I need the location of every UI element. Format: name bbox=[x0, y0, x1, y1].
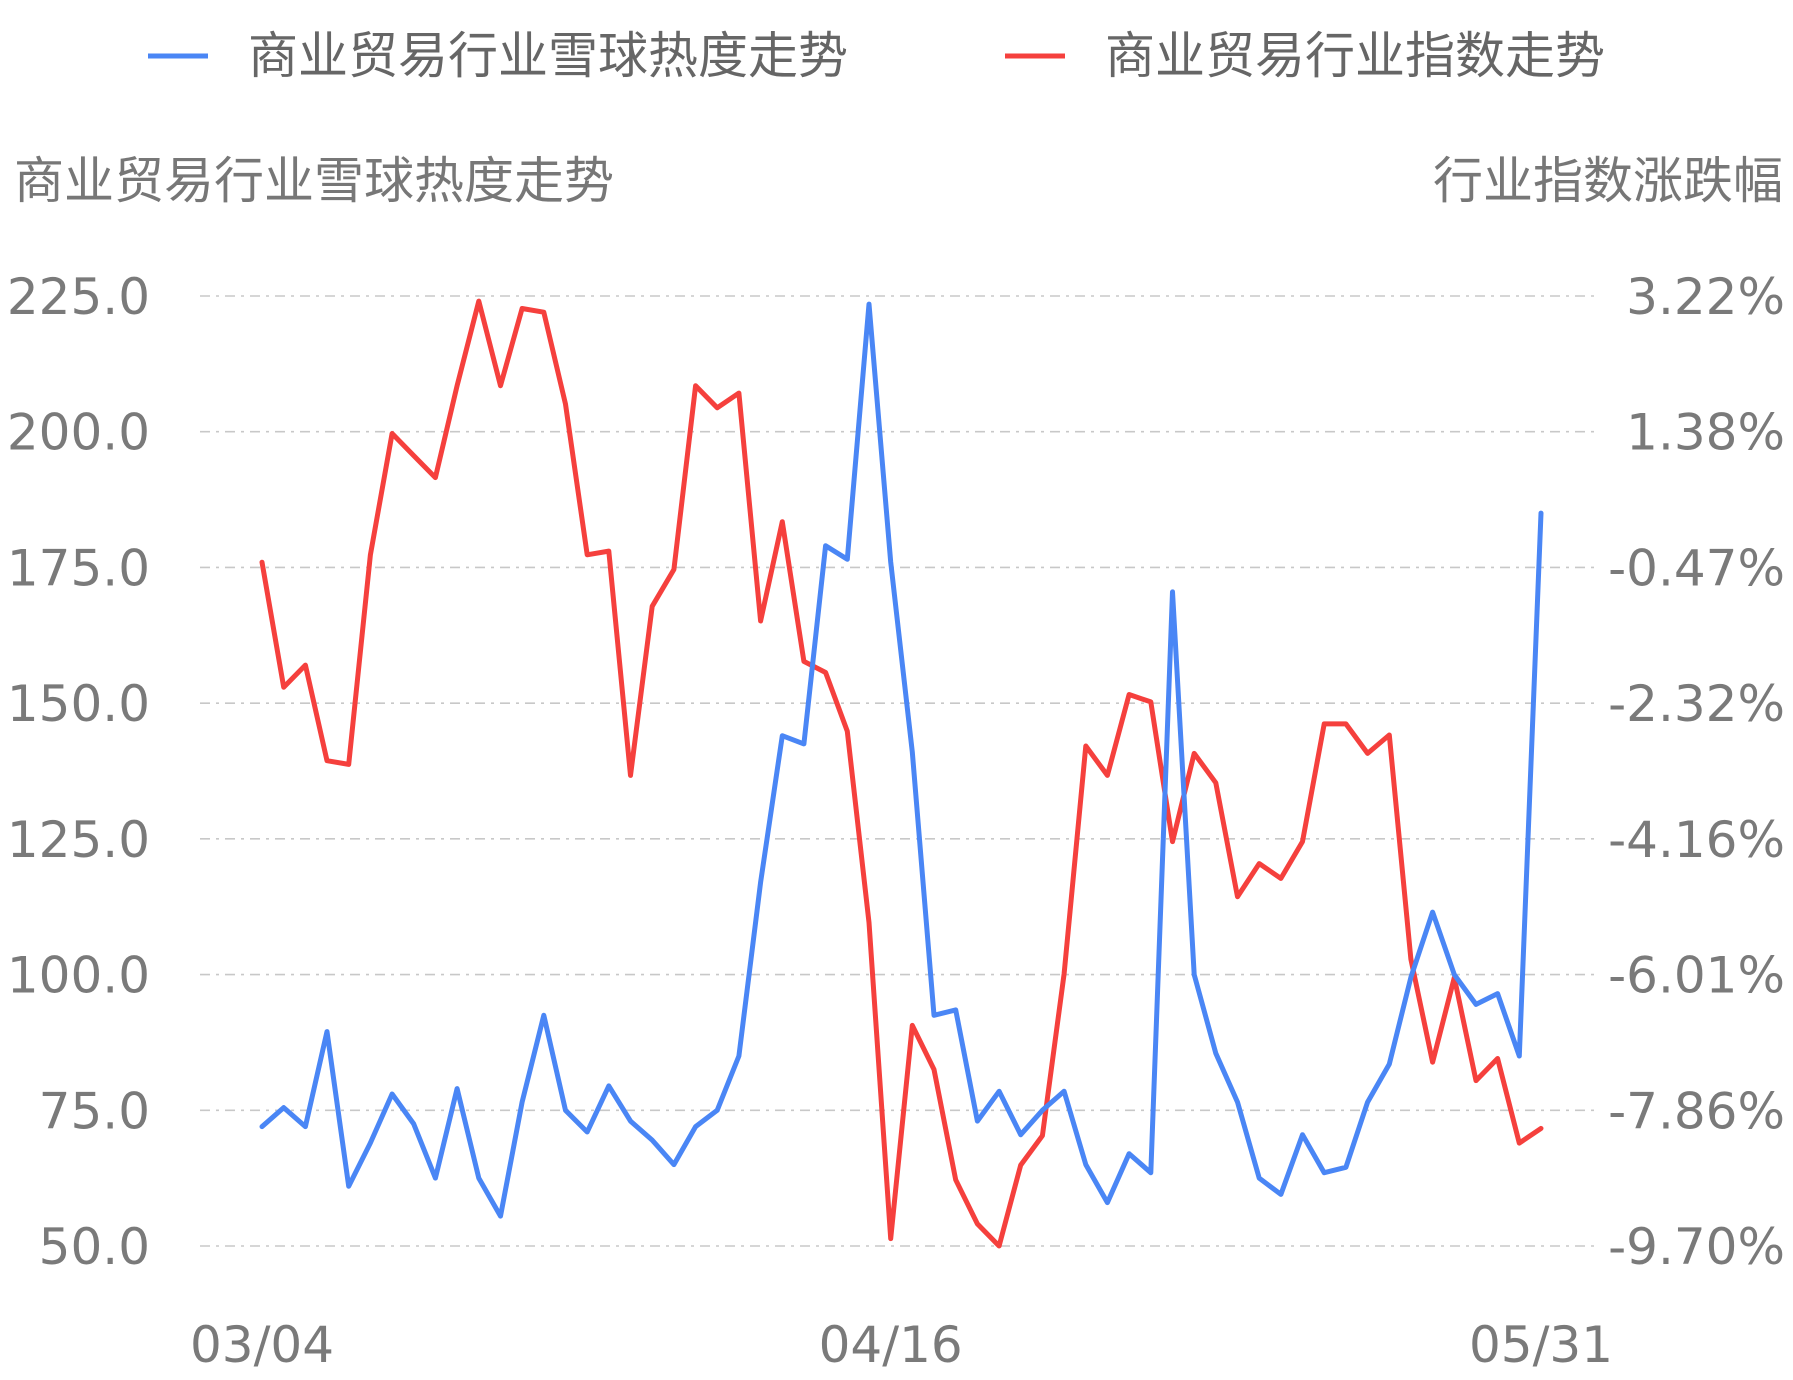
left-axis-title: 商业贸易行业雪球热度走势 bbox=[14, 152, 614, 210]
right-axis-title: 行业指数涨跌幅 bbox=[1433, 152, 1783, 210]
right-tick-label: -0.47% bbox=[1608, 539, 1785, 597]
right-tick-label: -2.32% bbox=[1608, 675, 1785, 733]
right-tick-label: -9.70% bbox=[1608, 1218, 1785, 1276]
series-layer bbox=[259, 298, 1544, 1249]
left-tick-label: 200.0 bbox=[7, 404, 150, 462]
left-tick-label: 150.0 bbox=[7, 675, 150, 733]
left-tick-label: 125.0 bbox=[7, 811, 150, 869]
legend-label-index: 商业贸易行业指数走势 bbox=[1105, 27, 1605, 85]
x-tick-label: 05/31 bbox=[1469, 1316, 1613, 1374]
x-axis-ticks: 03/04 04/16 05/31 bbox=[190, 1316, 1613, 1374]
left-axis-ticks: 225.0 200.0 175.0 150.0 125.0 100.0 75.0 50.0 bbox=[7, 268, 150, 1276]
right-tick-label: -7.86% bbox=[1608, 1082, 1785, 1140]
legend-item-index[interactable]: 商业贸易行业指数走势 bbox=[1005, 27, 1605, 85]
series-line-heat[interactable] bbox=[259, 301, 1544, 1219]
legend-item-heat[interactable]: 商业贸易行业雪球热度走势 bbox=[148, 27, 848, 85]
legend-label-heat: 商业贸易行业雪球热度走势 bbox=[248, 27, 848, 85]
left-tick-label: 100.0 bbox=[7, 947, 150, 1005]
right-tick-label: -4.16% bbox=[1608, 811, 1785, 869]
left-tick-label: 50.0 bbox=[39, 1218, 150, 1276]
left-tick-label: 225.0 bbox=[7, 268, 150, 326]
series-line-index[interactable] bbox=[259, 298, 1544, 1249]
left-tick-label: 75.0 bbox=[39, 1082, 150, 1140]
legend: 商业贸易行业雪球热度走势 商业贸易行业指数走势 bbox=[148, 27, 1605, 85]
gridlines bbox=[200, 295, 1595, 1247]
right-axis-ticks: 3.22% 1.38% -0.47% -2.32% -4.16% -6.01% -7.86%… bbox=[1608, 268, 1785, 1276]
right-tick-label: 1.38% bbox=[1626, 404, 1785, 462]
left-tick-label: 175.0 bbox=[7, 539, 150, 597]
right-tick-label: -6.01% bbox=[1608, 947, 1785, 1005]
x-tick-label: 03/04 bbox=[190, 1316, 334, 1374]
x-tick-label: 04/16 bbox=[819, 1316, 963, 1374]
right-tick-label: 3.22% bbox=[1626, 268, 1785, 326]
